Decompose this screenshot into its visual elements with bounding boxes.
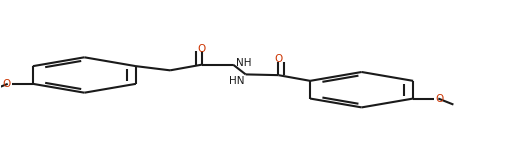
Text: O: O	[436, 94, 444, 103]
Text: HN: HN	[229, 76, 244, 86]
Text: O: O	[197, 44, 206, 54]
Text: NH: NH	[236, 58, 251, 68]
Text: O: O	[2, 79, 10, 89]
Text: O: O	[275, 54, 283, 64]
